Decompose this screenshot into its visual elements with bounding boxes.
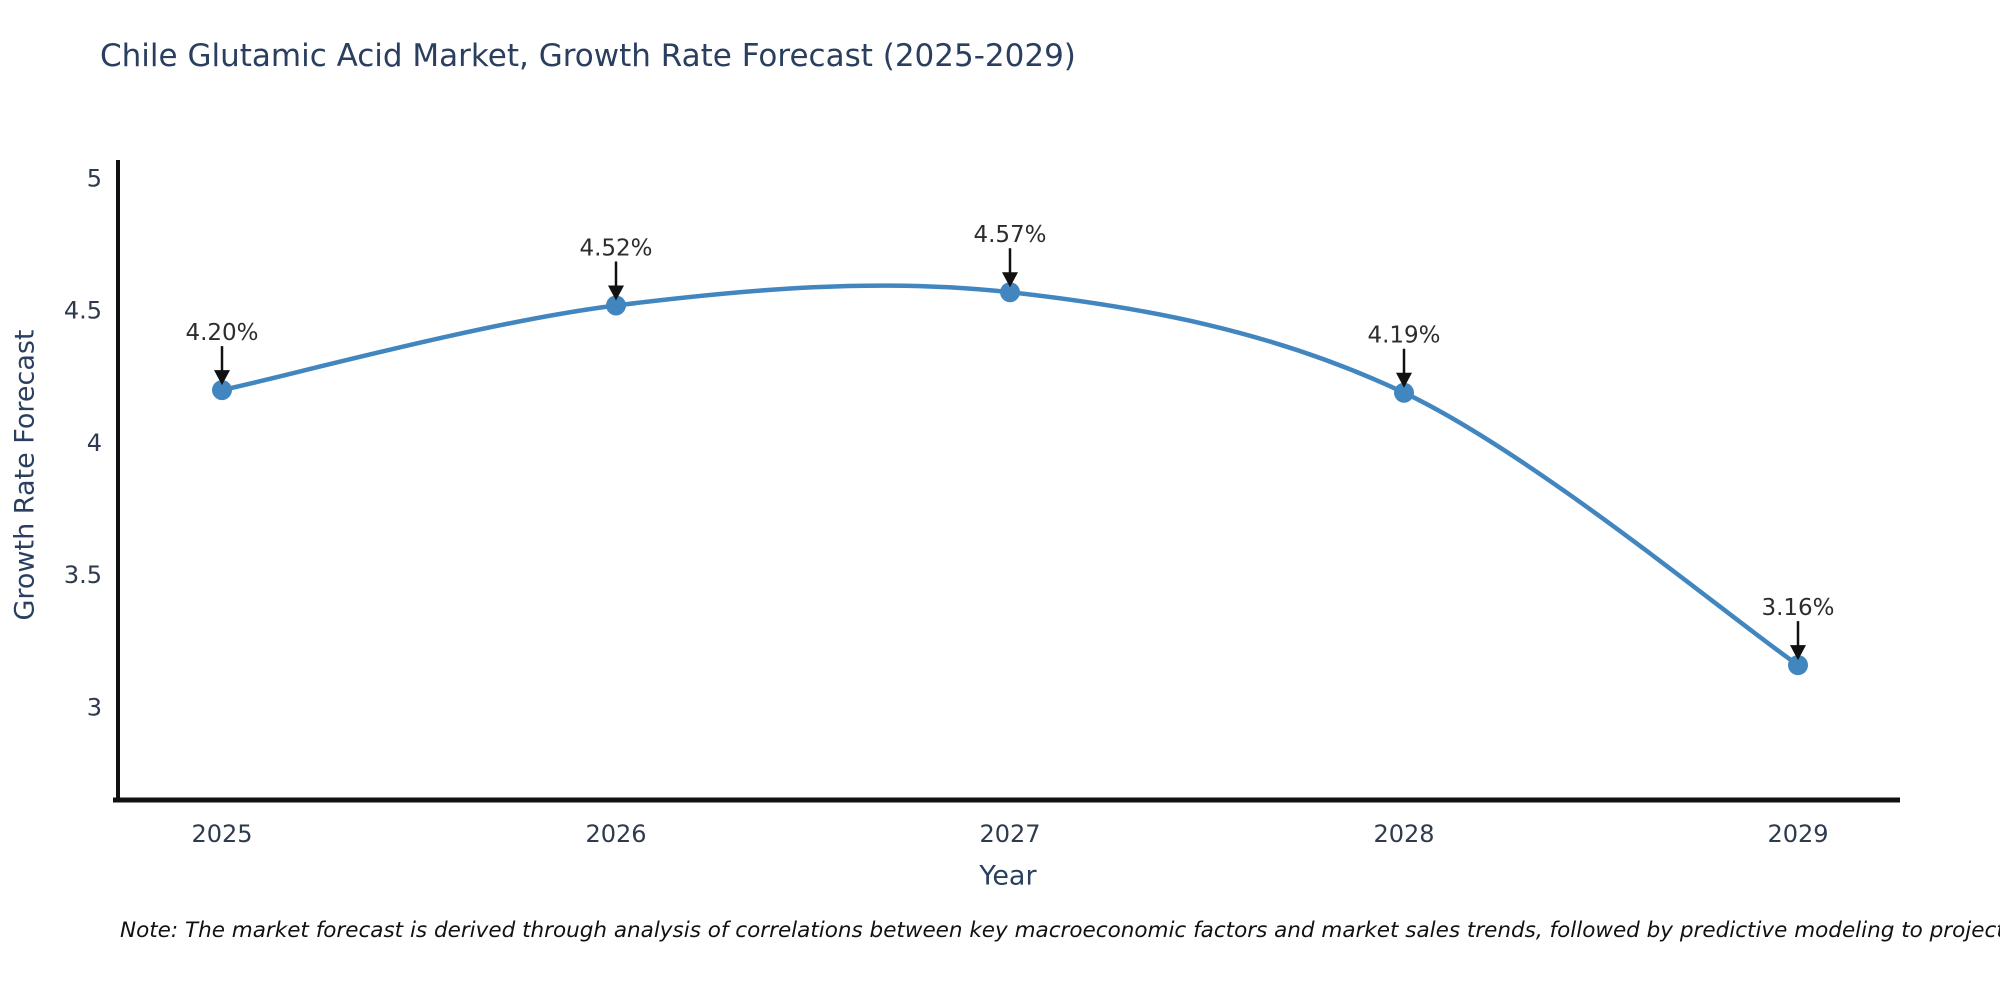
x-tick-label: 2028 xyxy=(1373,820,1434,848)
x-axis-title: Year xyxy=(979,860,1037,892)
annotation-arrow-head xyxy=(608,285,624,301)
y-tick-label: 3 xyxy=(87,693,102,721)
x-tick-label: 2026 xyxy=(585,820,646,848)
y-axis-title: Growth Rate Forecast xyxy=(9,329,41,621)
data-point-label: 4.52% xyxy=(579,235,652,261)
data-point-marker xyxy=(1788,655,1808,676)
y-tick-label: 4 xyxy=(87,429,102,457)
annotation-arrow-head xyxy=(1002,272,1018,288)
chart-title: Chile Glutamic Acid Market, Growth Rate … xyxy=(100,38,1076,74)
data-point-label: 3.16% xyxy=(1761,595,1834,621)
annotation-arrow-head xyxy=(1396,372,1412,388)
x-tick-label: 2025 xyxy=(191,820,252,848)
x-tick-label: 2029 xyxy=(1767,820,1828,848)
data-point-marker xyxy=(606,295,626,316)
data-point-marker xyxy=(1394,382,1414,403)
data-point-marker xyxy=(1000,282,1020,303)
y-tick-label: 3.5 xyxy=(64,561,102,589)
data-point-label: 4.19% xyxy=(1367,323,1440,349)
y-tick-label: 5 xyxy=(87,165,102,193)
annotation-arrow-head xyxy=(214,370,230,386)
x-tick-label: 2027 xyxy=(979,820,1040,848)
y-tick-label: 4.5 xyxy=(64,297,102,325)
trend-line xyxy=(219,283,1801,668)
annotation-arrow-head xyxy=(1790,645,1806,661)
footnote: Note: The market forecast is derived thr… xyxy=(120,918,2000,943)
data-point-label: 4.20% xyxy=(185,320,258,346)
data-point-label: 4.57% xyxy=(973,222,1046,248)
data-point-marker xyxy=(212,380,232,401)
